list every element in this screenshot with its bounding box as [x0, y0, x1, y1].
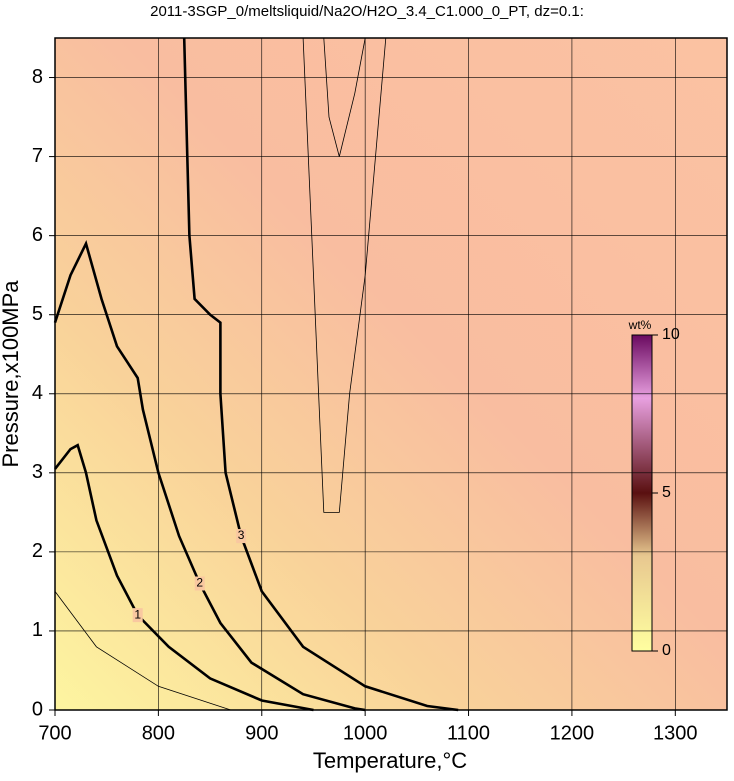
y-axis-label: Pressure,x100MPa: [0, 280, 23, 468]
contour-label: 2: [196, 576, 203, 590]
contour-label-bg: [194, 576, 205, 591]
x-tick-label: 900: [245, 722, 278, 744]
x-tick-label: 700: [38, 722, 71, 744]
y-tick-label: 0: [32, 698, 43, 720]
y-tick-label: 5: [32, 303, 43, 325]
y-tick-label: 6: [32, 224, 43, 246]
y-tick-label: 7: [32, 145, 43, 167]
colorbar-tick-label: 0: [662, 642, 671, 659]
y-tick-label: 2: [32, 540, 43, 562]
x-axis-label: Temperature,°C: [313, 748, 467, 773]
colorbar-tick-label: 5: [662, 484, 671, 501]
y-tick-label: 1: [32, 619, 43, 641]
plot-frame: [54, 37, 728, 711]
y-tick-label: 8: [32, 66, 43, 88]
colorbar-tick-label: 10: [662, 326, 680, 343]
x-tick-label: 1100: [447, 722, 490, 744]
y-tick-label: 3: [32, 461, 43, 483]
contour-line: [302, 37, 387, 513]
x-tick-label: 1300: [653, 722, 698, 744]
contour-label: 3: [238, 528, 245, 542]
contour-label-bg: [236, 529, 247, 544]
colorbar-label: wt%: [628, 318, 652, 332]
x-tick-label: 1200: [550, 722, 595, 744]
chart-title: 2011-3SGP_0/meltsliquid/Na2O/H2O_3.4_C1.…: [150, 3, 584, 20]
x-tick-label: 800: [142, 722, 175, 744]
contour-line: [323, 37, 366, 157]
x-tick-label: 1000: [343, 722, 388, 744]
contour-line: [53, 239, 366, 712]
contour-label: 1: [134, 607, 141, 621]
contour-label-bg: [132, 608, 143, 623]
contour-line: [53, 443, 314, 712]
y-tick-label: 4: [32, 382, 43, 404]
plot-background: [55, 38, 727, 710]
colorbar: [631, 334, 653, 652]
contour-line: [54, 591, 231, 711]
contour-line: [182, 37, 459, 712]
